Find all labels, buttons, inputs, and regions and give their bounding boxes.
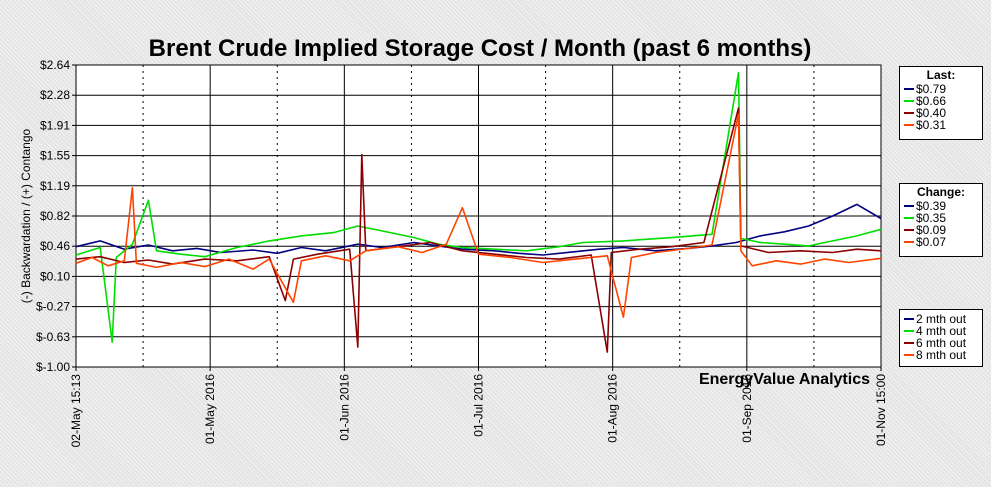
change-row-2mth: $0.39	[904, 200, 978, 212]
series-lines	[75, 71, 882, 353]
x-tick-label: 01-Sep 2016	[740, 374, 754, 443]
change-row-8mth: $0.07	[904, 236, 978, 248]
x-tick-label: 01-Jul 2016	[472, 374, 486, 437]
series-swatch	[904, 217, 914, 219]
change-row-4mth: $0.35	[904, 212, 978, 224]
y-tick-label: $2.64	[40, 58, 70, 72]
x-axis-ticks: 02-May 15:13 01-May 2016 01-Jun 2016 01-Jul…	[69, 367, 888, 447]
x-tick-label: 01-May 2016	[203, 374, 217, 444]
legend-item-8mth: 8 mth out	[904, 349, 978, 361]
last-value: $0.66	[916, 94, 947, 108]
x-tick-label: 01-Nov 15:00	[874, 374, 888, 446]
last-row-8mth: $0.31	[904, 119, 978, 131]
legend-label: 8 mth out	[916, 348, 967, 362]
y-tick-label: $0.46	[40, 239, 70, 253]
legend-label: 2 mth out	[916, 312, 967, 326]
y-tick-label: $1.55	[40, 149, 70, 163]
legend-item-4mth: 4 mth out	[904, 325, 978, 337]
y-tick-label: $-0.63	[36, 330, 70, 344]
last-row-6mth: $0.40	[904, 107, 978, 119]
y-axis-label: (-) Backwardation / (+) Contango	[19, 128, 33, 303]
y-tick-label: $1.91	[40, 118, 70, 132]
series-swatch	[904, 124, 914, 126]
change-values-panel: Change: $0.39 $0.35 $0.09 $0.07	[899, 183, 983, 257]
change-value: $0.07	[916, 235, 947, 249]
series-swatch	[904, 318, 914, 320]
series-swatch	[904, 241, 914, 243]
series-swatch	[904, 100, 914, 102]
series-swatch	[904, 112, 914, 114]
x-tick-label: 01-Aug 2016	[606, 374, 620, 443]
legend-item-2mth: 2 mth out	[904, 313, 978, 325]
last-value: $0.40	[916, 106, 947, 120]
last-row-4mth: $0.66	[904, 95, 978, 107]
y-tick-label: $0.10	[40, 269, 70, 283]
last-value: $0.79	[916, 82, 947, 96]
series-swatch	[904, 330, 914, 332]
x-tick-label: 02-May 15:13	[69, 374, 83, 448]
change-panel-title: Change:	[917, 185, 965, 199]
change-row-6mth: $0.09	[904, 224, 978, 236]
y-tick-label: $1.19	[40, 179, 70, 193]
y-axis-ticks: $2.64 $2.28 $1.91 $1.55 $1.19 $0.82 $0.46 $0.10…	[36, 58, 76, 374]
series-line	[75, 113, 882, 319]
series-legend: 2 mth out 4 mth out 6 mth out 8 mth out	[899, 309, 983, 367]
last-value: $0.31	[916, 118, 947, 132]
series-swatch	[904, 342, 914, 344]
change-value: $0.09	[916, 223, 947, 237]
watermark-text: EnergyValue Analytics	[699, 371, 870, 388]
y-tick-label: $2.28	[40, 88, 70, 102]
last-values-panel: Last: $0.79 $0.66 $0.40 $0.31	[899, 66, 983, 140]
series-swatch	[904, 88, 914, 90]
change-value: $0.35	[916, 211, 947, 225]
legend-label: 6 mth out	[916, 336, 967, 350]
last-panel-title: Last:	[926, 68, 956, 82]
series-swatch	[904, 354, 914, 356]
series-line	[75, 203, 882, 256]
legend-label: 4 mth out	[916, 324, 967, 338]
change-value: $0.39	[916, 199, 947, 213]
last-row-2mth: $0.79	[904, 83, 978, 95]
x-tick-label: 01-Jun 2016	[337, 374, 351, 441]
legend-item-6mth: 6 mth out	[904, 337, 978, 349]
y-tick-label: $0.82	[40, 209, 70, 223]
series-swatch	[904, 205, 914, 207]
y-tick-label: $-1.00	[36, 360, 70, 374]
series-swatch	[904, 229, 914, 231]
chart-title: Brent Crude Implied Storage Cost / Month…	[149, 35, 812, 62]
y-tick-label: $-0.27	[36, 300, 70, 314]
